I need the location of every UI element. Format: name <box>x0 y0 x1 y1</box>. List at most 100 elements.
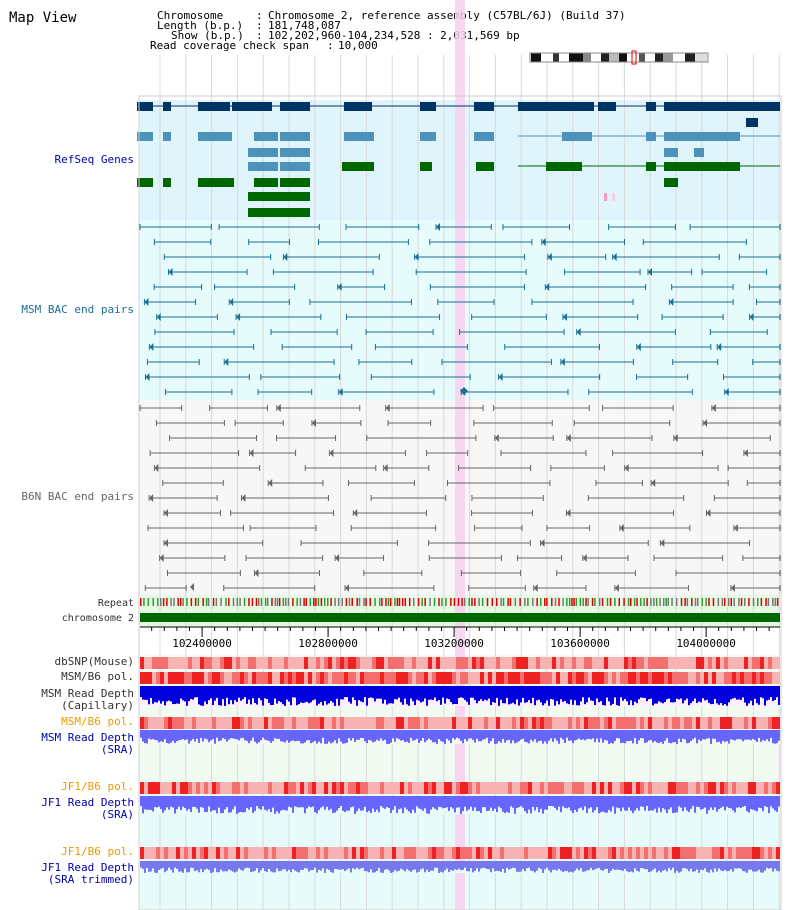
b6n-bac-pair <box>702 419 781 427</box>
label-msm-pol-2[interactable]: MSM/B6 pol. <box>61 715 134 728</box>
jf1-pol-cell <box>756 782 760 794</box>
b6n-bac-pair <box>249 525 317 531</box>
msm-depth-sra-bar <box>582 730 584 740</box>
label-jf1-trim[interactable]: JF1 Read Depth <box>41 861 134 874</box>
jf1-trim-bar <box>642 861 644 869</box>
msm-depth-cap-bar <box>304 686 306 703</box>
repeat-element <box>147 598 150 606</box>
msm-depth-cap-bar <box>336 686 338 699</box>
msm-pol-cell <box>172 672 176 684</box>
jf1-depth-bar <box>606 796 608 813</box>
repeat-element <box>385 598 387 606</box>
jf1-trim-bar <box>664 861 666 870</box>
repeat-element <box>194 598 197 606</box>
jf1-pol-cell <box>308 782 312 794</box>
jf1-pol-cell <box>356 782 360 794</box>
bac-arrow <box>560 358 565 366</box>
label-jf1-depth[interactable]: JF1 Read Depth <box>41 796 134 809</box>
msm-depth-sra-bar <box>304 730 306 743</box>
msm-depth-cap-bar <box>262 686 264 706</box>
repeat-element <box>757 598 759 606</box>
b6n-bac-pair <box>209 405 268 411</box>
label-dbsnp[interactable]: dbSNP(Mouse) <box>55 655 134 668</box>
repeat-element <box>190 598 193 606</box>
jf1-depth-bar <box>336 796 338 811</box>
b6n-bac-pair <box>500 450 587 456</box>
label-refseq[interactable]: RefSeq Genes <box>55 153 134 166</box>
label-msm-pol-1[interactable]: MSM/B6 pol. <box>61 670 134 683</box>
msm-bac-pair <box>709 329 768 335</box>
jf1-trim-bar <box>192 861 194 868</box>
msm-depth-cap-bar <box>416 686 418 700</box>
jf1-trim-bar <box>176 861 178 869</box>
repeat-element <box>671 598 673 606</box>
msm-pol2-cell <box>208 717 212 729</box>
bac-arrow <box>249 449 254 457</box>
label-jf1-pol-1[interactable]: JF1/B6 pol. <box>61 780 134 793</box>
jf1-depth-bar <box>254 796 256 811</box>
msm-depth-cap-bar <box>340 686 342 700</box>
dbsnp-cell <box>688 657 692 669</box>
msm-depth-cap-bar <box>164 686 166 706</box>
label-repeat[interactable]: Repeat <box>98 598 134 609</box>
msm-pol2-cell <box>504 717 508 729</box>
bac-arrow <box>547 253 552 261</box>
jf1-pol2-cell <box>772 847 776 859</box>
jf1-depth-bar <box>416 796 418 807</box>
jf1-pol-cell <box>188 782 192 794</box>
bac-arrow <box>545 283 550 291</box>
repeat-element <box>251 598 254 606</box>
jf1-depth-bar <box>710 796 712 808</box>
jf1-pol2-cell <box>700 847 704 859</box>
jf1-trim-bar <box>156 861 158 873</box>
msm-depth-sra-bar <box>308 730 310 741</box>
msm-pol2-cell <box>528 717 532 729</box>
jf1-trim-bar <box>224 861 226 872</box>
msm-depth-cap-bar <box>710 686 712 705</box>
label-msm-depth-cap[interactable]: MSM Read Depth <box>41 687 134 700</box>
jf1-depth-bar <box>662 796 664 809</box>
jf1-trim-bar <box>164 861 166 873</box>
repeat-element <box>292 598 294 606</box>
jf1-pol2-cell <box>168 847 172 859</box>
jf1-pol2-cell <box>480 847 484 859</box>
msm-depth-cap-bar <box>556 686 558 702</box>
jf1-pol2-cell <box>704 847 708 859</box>
jf1-pol2-cell <box>728 847 732 859</box>
jf1-pol-cell <box>656 782 660 794</box>
msm-pol-cell <box>468 672 472 684</box>
b6n-bac-pair <box>334 554 385 562</box>
msm-depth-sra-bar <box>252 730 254 738</box>
jf1-pol-cell <box>364 782 368 794</box>
msm-depth-sra-bar <box>258 730 260 743</box>
msm-depth-sra-bar <box>448 730 450 741</box>
msm-pol2-cell <box>636 717 640 729</box>
repeat-element <box>305 598 307 606</box>
msm-pol-cell <box>392 672 396 684</box>
msm-depth-cap-bar <box>620 686 622 698</box>
msm-depth-sra-bar <box>632 730 634 744</box>
jf1-pol-cell <box>644 782 648 794</box>
jf1-depth-bar <box>458 796 460 808</box>
msm-depth-sra-bar <box>306 730 308 741</box>
b6n-bac-pair <box>370 495 447 501</box>
msm-pol-cell <box>744 672 748 684</box>
msm-depth-cap-bar <box>730 686 732 700</box>
dbsnp-cell <box>500 657 504 669</box>
msm-depth-cap-bar <box>170 686 172 702</box>
label-jf1-pol-2[interactable]: JF1/B6 pol. <box>61 845 134 858</box>
jf1-pol-cell <box>300 782 304 794</box>
dbsnp-cell <box>516 657 520 669</box>
jf1-pol2-cell <box>276 847 280 859</box>
msm-depth-sra-bar <box>544 730 546 742</box>
ideogram-band <box>685 53 695 62</box>
label-msm-depth-sra[interactable]: MSM Read Depth <box>41 731 134 744</box>
jf1-depth-bar <box>214 796 216 811</box>
jf1-pol-cell <box>684 782 688 794</box>
msm-depth-sra-bar <box>666 730 668 739</box>
repeat-element <box>232 598 235 606</box>
label-msm-bac[interactable]: MSM BAC end pairs <box>21 303 134 316</box>
msm-depth-sra-bar <box>736 730 738 740</box>
label-b6n-bac[interactable]: B6N BAC end pairs <box>21 490 134 503</box>
